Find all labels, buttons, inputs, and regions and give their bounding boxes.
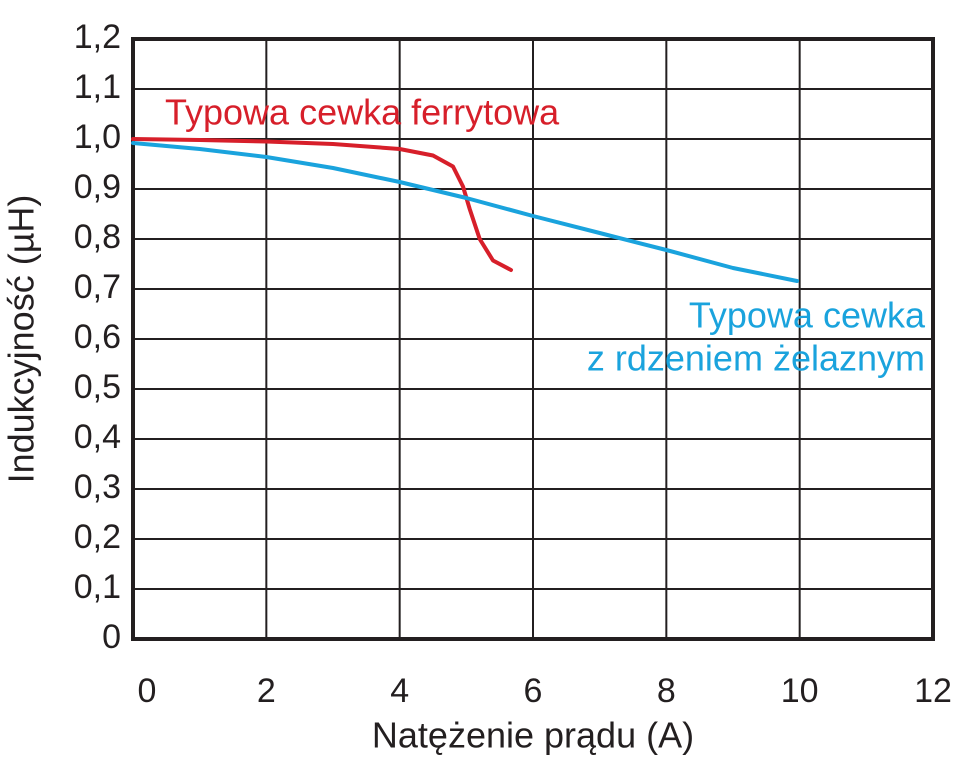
x-tick-label: 6	[524, 672, 543, 710]
y-tick-label: 0,2	[74, 518, 121, 556]
y-tick-label: 1,0	[74, 118, 121, 156]
y-tick-label: 0,6	[74, 318, 121, 356]
y-tick-label: 0,1	[74, 568, 121, 606]
data-line	[131, 137, 513, 272]
x-tick-label: 4	[390, 672, 409, 710]
plot-frame	[131, 37, 935, 641]
y-tick-label: 0,3	[74, 468, 121, 506]
data-line	[131, 141, 799, 283]
y-tick-label: 0,7	[74, 268, 121, 306]
x-tick-label: 10	[781, 672, 819, 710]
x-tick-label: 8	[657, 672, 676, 710]
y-tick-label: 0,4	[74, 418, 121, 456]
annotation: z rdzeniem żelaznym	[587, 338, 925, 379]
y-tick-label: 0,9	[74, 168, 121, 206]
x-tick-label: 2	[257, 672, 276, 710]
y-tick-label: 1,2	[74, 18, 121, 56]
x-axis-label: Natężenie prądu (A)	[372, 715, 694, 756]
y-axis-label: Indukcyjność (µH)	[1, 195, 42, 484]
annotation: Typowa cewka	[689, 295, 926, 336]
annotation: Typowa cewka ferrytowa	[165, 92, 560, 133]
y-tick-label: 0	[102, 618, 121, 656]
x-tick-label: 0	[138, 672, 157, 710]
y-tick-label: 1,1	[74, 68, 121, 106]
y-tick-label: 0,5	[74, 368, 121, 406]
x-tick-label: 12	[914, 672, 952, 710]
y-tick-label: 0,8	[74, 218, 121, 256]
